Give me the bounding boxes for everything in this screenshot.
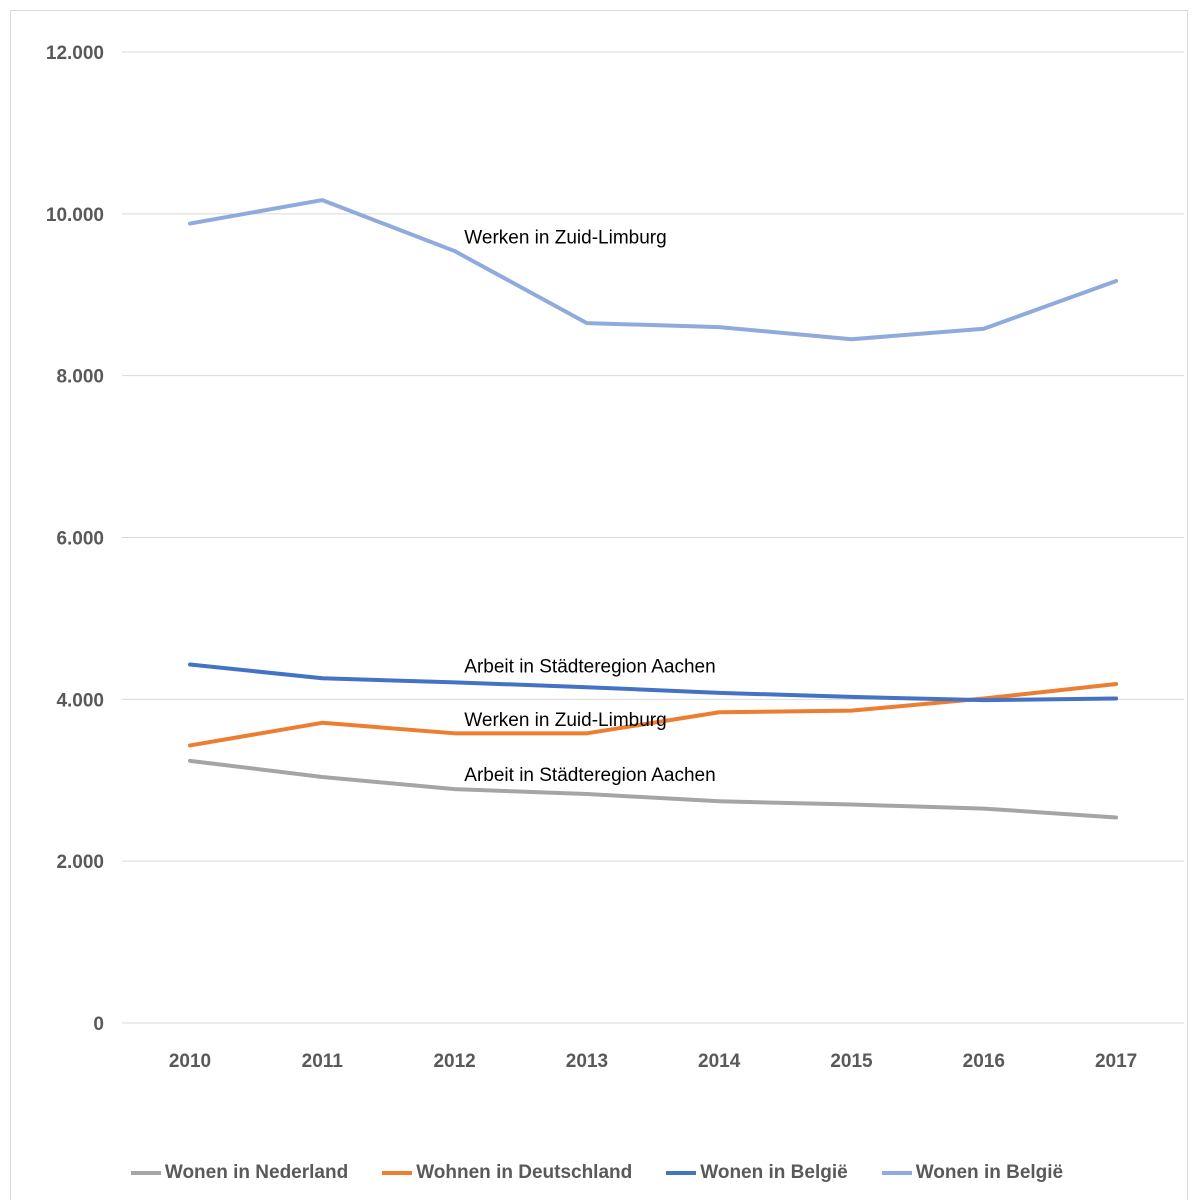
y-tick-label: 4.000 (56, 690, 104, 711)
legend-item: Wohnen in Deutschland (382, 1162, 632, 1184)
y-tick-label: 2.000 (56, 852, 104, 873)
legend-swatch (130, 1171, 161, 1175)
y-tick-label: 10.000 (46, 205, 104, 226)
legend: Wonen in Nederland Wohnen in Deutschland W… (0, 1155, 1194, 1191)
chart-frame (10, 10, 1188, 1200)
y-tick-label: 8.000 (56, 367, 104, 388)
y-axis-tick-labels: 0 2.000 4.000 6.000 8.000 10.000 12.000 (46, 43, 104, 1035)
gridlines (122, 51, 1184, 1024)
y-tick-label: 6.000 (56, 529, 104, 550)
y-tick-label: 0 (93, 1014, 104, 1035)
legend-swatch (881, 1171, 912, 1175)
x-tick-label: 2017 (1095, 1051, 1137, 1072)
series-line-1 (188, 758, 1119, 820)
annotations: Werken in Zuid-Limburg Arbeit in Städtere… (464, 227, 715, 785)
series-line-4 (188, 198, 1119, 342)
legend-swatch (666, 1171, 697, 1175)
legend-label: Wonen in Nederland (164, 1162, 349, 1183)
legend-item: Wonen in België (666, 1162, 848, 1184)
x-tick-label: 2011 (302, 1051, 344, 1072)
annotation-label: Werken in Zuid-Limburg (464, 710, 666, 731)
annotation-label: Arbeit in Städteregion Aachen (464, 656, 715, 677)
x-tick-label: 2016 (963, 1051, 1005, 1072)
series-lines (188, 198, 1119, 820)
x-tick-label: 2010 (169, 1051, 211, 1072)
x-tick-label: 2015 (830, 1051, 873, 1072)
y-tick-label: 12.000 (46, 43, 104, 64)
annotation-label: Werken in Zuid-Limburg (464, 227, 666, 248)
x-tick-label: 2014 (698, 1051, 741, 1072)
legend-swatch (382, 1171, 413, 1175)
x-tick-label: 2013 (566, 1051, 608, 1072)
annotation-label: Arbeit in Städteregion Aachen (464, 765, 715, 786)
legend-label: Wonen in België (915, 1162, 1064, 1183)
legend-label: Wohnen in Deutschland (416, 1162, 633, 1183)
legend-label: Wonen in België (700, 1162, 848, 1183)
legend-item: Wonen in Nederland (130, 1162, 349, 1184)
x-tick-label: 2012 (433, 1051, 475, 1072)
series-line-3 (188, 662, 1119, 703)
legend-item: Wonen in België (881, 1162, 1064, 1184)
x-axis-tick-labels: 2010 2011 2012 2013 2014 2015 2016 2017 (169, 1051, 1137, 1072)
